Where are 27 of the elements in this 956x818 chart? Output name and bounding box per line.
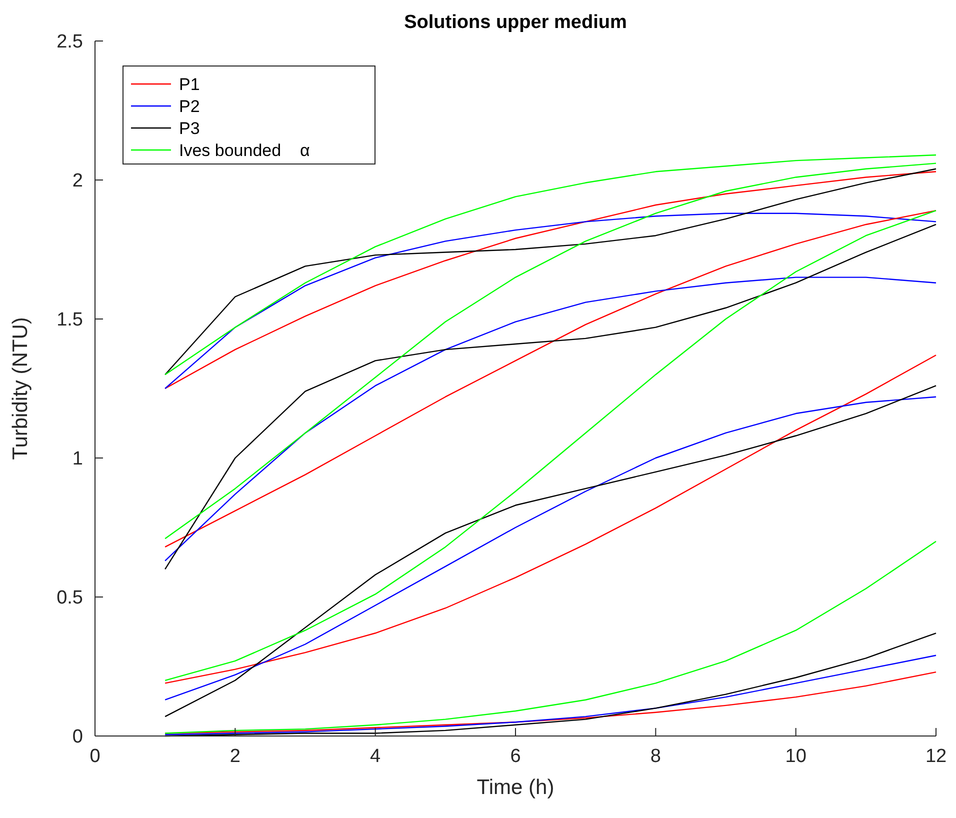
y-tick-label: 0.5 bbox=[56, 588, 83, 609]
y-tick-label: 1.5 bbox=[56, 310, 83, 331]
x-tick-label: 4 bbox=[370, 746, 382, 767]
y-tick-label: 0 bbox=[72, 726, 83, 748]
y-tick-label: 1 bbox=[72, 448, 83, 470]
y-tick-label: 2 bbox=[72, 170, 83, 192]
line-series bbox=[164, 671, 937, 734]
legend-label: P3 bbox=[179, 118, 200, 138]
x-tick-label: 2 bbox=[230, 746, 240, 767]
x-tick-label: 8 bbox=[650, 746, 661, 767]
line-series bbox=[164, 354, 937, 684]
line-series bbox=[164, 276, 937, 562]
chart-title: Solutions upper medium bbox=[404, 12, 627, 33]
y-axis-title: Turbidity (NTU) bbox=[9, 317, 32, 460]
legend-label: P1 bbox=[179, 74, 200, 94]
y-tick-label: 2.5 bbox=[56, 32, 83, 53]
line-series bbox=[164, 540, 937, 734]
line-series bbox=[164, 654, 937, 736]
legend-label: P2 bbox=[179, 96, 200, 116]
legend-label: Ives bounded α bbox=[179, 140, 310, 160]
x-axis-title: Time (h) bbox=[476, 776, 554, 799]
x-tick-label: 0 bbox=[90, 746, 100, 767]
x-tick-label: 12 bbox=[925, 746, 947, 767]
line-series bbox=[164, 212, 937, 390]
x-tick-label: 10 bbox=[785, 746, 806, 767]
x-tick-label: 6 bbox=[510, 746, 521, 767]
line-series bbox=[164, 210, 937, 681]
